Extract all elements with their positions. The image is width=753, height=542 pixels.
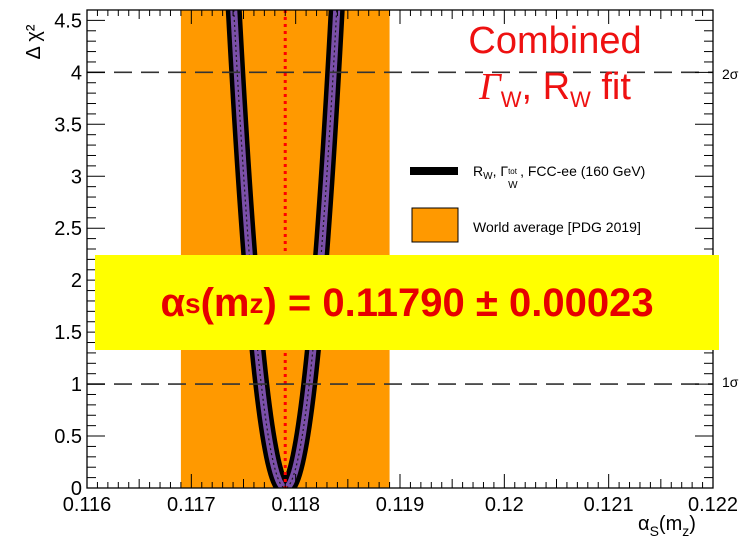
combined-title-line2: ΓW, RW fit bbox=[405, 64, 705, 123]
combined-end-text: fit bbox=[590, 66, 631, 108]
x-tick-label: 0.118 bbox=[271, 494, 320, 516]
x-tick-label: 0.122 bbox=[688, 494, 738, 516]
legend-r-subscript: W bbox=[483, 171, 493, 182]
y-axis-title: Δ χ² bbox=[23, 24, 45, 59]
x-axis-title: αS(mz) bbox=[638, 513, 696, 539]
x-tick-label: 0.117 bbox=[167, 494, 216, 516]
y-tick-label: 0 bbox=[71, 478, 82, 500]
x-title-s-subscript: S bbox=[649, 523, 659, 539]
legend-r-symbol: R bbox=[473, 163, 484, 179]
banner-value: ) = 0.11790 ± 0.00023 bbox=[263, 281, 654, 325]
x-title-close: ) bbox=[689, 513, 696, 535]
y-tick-label: 1.5 bbox=[54, 322, 82, 344]
y-tick-label: 2 bbox=[71, 270, 82, 292]
legend-fcc-text: , FCC-ee (160 GeV) bbox=[520, 163, 646, 179]
one-sigma-label: 1σ bbox=[722, 374, 739, 390]
banner-alpha: α bbox=[160, 281, 186, 325]
gamma-symbol: Γ bbox=[479, 66, 501, 108]
gamma-subscript: W bbox=[500, 87, 522, 112]
y-tick-label: 4 bbox=[71, 62, 82, 84]
combined-fit-title: Combined ΓW, RW fit bbox=[405, 18, 705, 123]
alpha-s-result-banner: α s (m z) = 0.11790 ± 0.00023 bbox=[95, 255, 719, 350]
x-tick-label: 0.116 bbox=[63, 494, 112, 516]
r-subscript: W bbox=[570, 87, 591, 112]
banner-z-subscript: z bbox=[249, 287, 264, 319]
banner-m: (m bbox=[200, 281, 250, 325]
x-title-m: (m bbox=[658, 513, 683, 535]
legend-gamma-subscript: W bbox=[508, 180, 518, 191]
x-tick-label: 0.12 bbox=[485, 494, 524, 516]
x-tick-label: 0.119 bbox=[376, 494, 425, 516]
y-tick-label: 2.5 bbox=[54, 218, 82, 240]
combined-mid-text: , R bbox=[521, 66, 571, 108]
x-title-alpha: α bbox=[638, 513, 650, 535]
banner-s-subscript: s bbox=[185, 287, 201, 319]
y-tick-label: 1 bbox=[71, 374, 82, 396]
legend-gamma-symbol: , Γ bbox=[492, 163, 509, 179]
two-sigma-label: 2σ bbox=[722, 66, 739, 82]
legend-tot-superscript: tot bbox=[508, 167, 517, 176]
legend-swatch-pdg bbox=[411, 207, 459, 243]
y-tick-label: 4.5 bbox=[54, 10, 82, 32]
y-tick-label: 0.5 bbox=[54, 426, 82, 448]
combined-title-line1: Combined bbox=[468, 20, 642, 62]
y-tick-label: 3 bbox=[71, 166, 82, 188]
legend-entry-pdg: World average [PDG 2019] bbox=[473, 219, 641, 235]
x-title-z-subscript: z bbox=[682, 523, 690, 539]
x-tick-label: 0.121 bbox=[584, 494, 634, 516]
y-tick-label: 3.5 bbox=[54, 114, 82, 136]
